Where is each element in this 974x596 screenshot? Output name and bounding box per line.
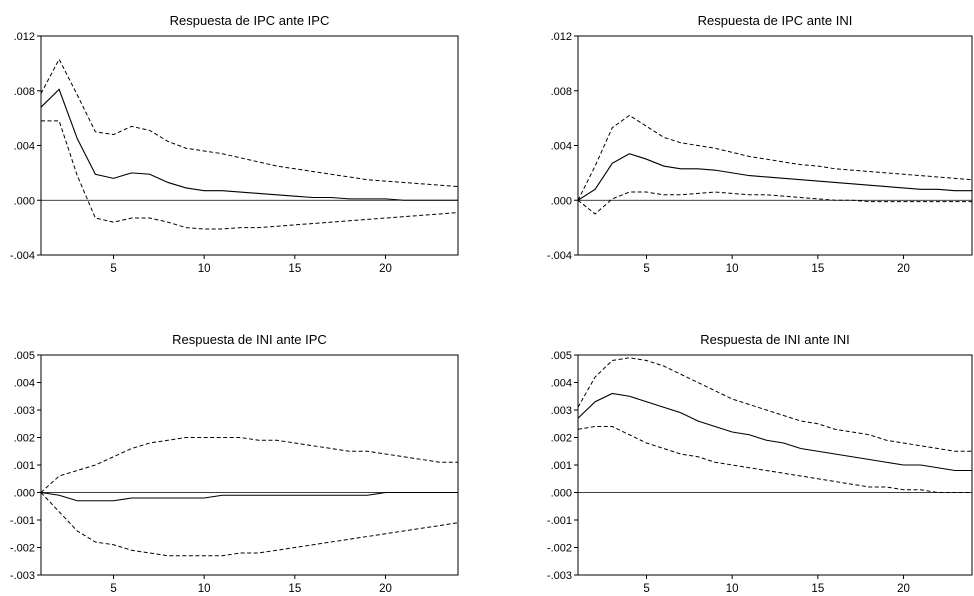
y-tick-label: .000 [551, 195, 572, 207]
y-tick-label: -.003 [547, 570, 572, 582]
panel-title: Respuesta de IPC ante IPC [170, 13, 330, 28]
y-tick-label: .001 [551, 460, 572, 472]
panel-title: Respuesta de INI ante IPC [172, 332, 327, 347]
y-tick-label: .000 [551, 488, 572, 500]
x-tick-label: 20 [897, 583, 910, 595]
x-tick-label: 10 [198, 583, 211, 595]
upper-band-line [577, 357, 972, 452]
response-line [40, 88, 458, 201]
y-tick-label: .000 [14, 488, 35, 500]
response-line [577, 153, 972, 201]
plot-frame [40, 35, 459, 256]
y-tick-label: .004 [551, 378, 572, 390]
y-tick-label: .000 [14, 195, 35, 207]
x-tick-label: 5 [643, 583, 649, 595]
panel-ini-ante-ipc: Respuesta de INI ante IPC -.003 -.002 -.00… [10, 332, 459, 595]
y-tick-label: .003 [14, 405, 35, 417]
panel-ipc-ante-ini: Respuesta de IPC ante INI -.004 .000 .004.… [547, 13, 973, 275]
x-tick-label: 10 [726, 263, 739, 275]
plot-frame [40, 354, 459, 576]
x-tick-label: 5 [110, 263, 116, 275]
lower-band-line [577, 426, 972, 493]
y-tick-label: .008 [14, 86, 35, 98]
lower-band-line [41, 120, 459, 230]
y-tick-label: .002 [14, 433, 35, 445]
x-tick-label: 5 [110, 583, 116, 595]
y-tick-label: -.004 [10, 250, 35, 262]
response-line [40, 491, 458, 502]
lower-band-line [577, 191, 972, 215]
y-tick-label: -.001 [10, 515, 35, 527]
x-tick-label: 15 [288, 263, 301, 275]
panel-ini-ante-ini: Respuesta de INI ante INI -.003 -.002 -.00… [547, 332, 973, 595]
panel-ipc-ante-ipc: Respuesta de IPC ante IPC -.004 .000 .004.… [10, 13, 459, 275]
y-tick-label: -.003 [10, 570, 35, 582]
y-tick-label: -.004 [547, 250, 572, 262]
y-tick-label: .001 [14, 460, 35, 472]
y-tick-label: -.001 [547, 515, 572, 527]
x-tick-label: 5 [643, 263, 649, 275]
x-tick-label: 20 [379, 263, 392, 275]
y-tick-label: .003 [551, 405, 572, 417]
x-tick-label: 15 [811, 583, 824, 595]
x-tick-label: 10 [726, 583, 739, 595]
x-tick-label: 10 [198, 263, 211, 275]
panel-title: Respuesta de INI ante INI [700, 332, 850, 347]
upper-band-line [40, 437, 458, 493]
y-tick-label: -.002 [10, 543, 35, 555]
y-tick-label: .012 [14, 31, 35, 43]
upper-band-line [577, 114, 973, 201]
x-tick-label: 20 [379, 583, 392, 595]
y-tick-label: .008 [551, 86, 572, 98]
y-tick-label: .012 [551, 31, 572, 43]
y-tick-label: -.002 [547, 543, 572, 555]
x-tick-label: 15 [811, 263, 824, 275]
lower-band-line [40, 492, 459, 557]
y-tick-label: .002 [551, 433, 572, 445]
panel-title: Respuesta de IPC ante INI [698, 13, 853, 28]
response-line [577, 392, 972, 472]
y-tick-label: .004 [551, 141, 572, 153]
y-tick-label: .004 [14, 378, 35, 390]
plot-frame [577, 35, 973, 256]
y-tick-label: .004 [14, 141, 35, 153]
x-tick-label: 20 [897, 263, 910, 275]
x-tick-label: 15 [288, 583, 301, 595]
y-tick-label: .005 [551, 350, 572, 362]
upper-band-line [40, 58, 459, 188]
y-tick-label: .005 [14, 350, 35, 362]
